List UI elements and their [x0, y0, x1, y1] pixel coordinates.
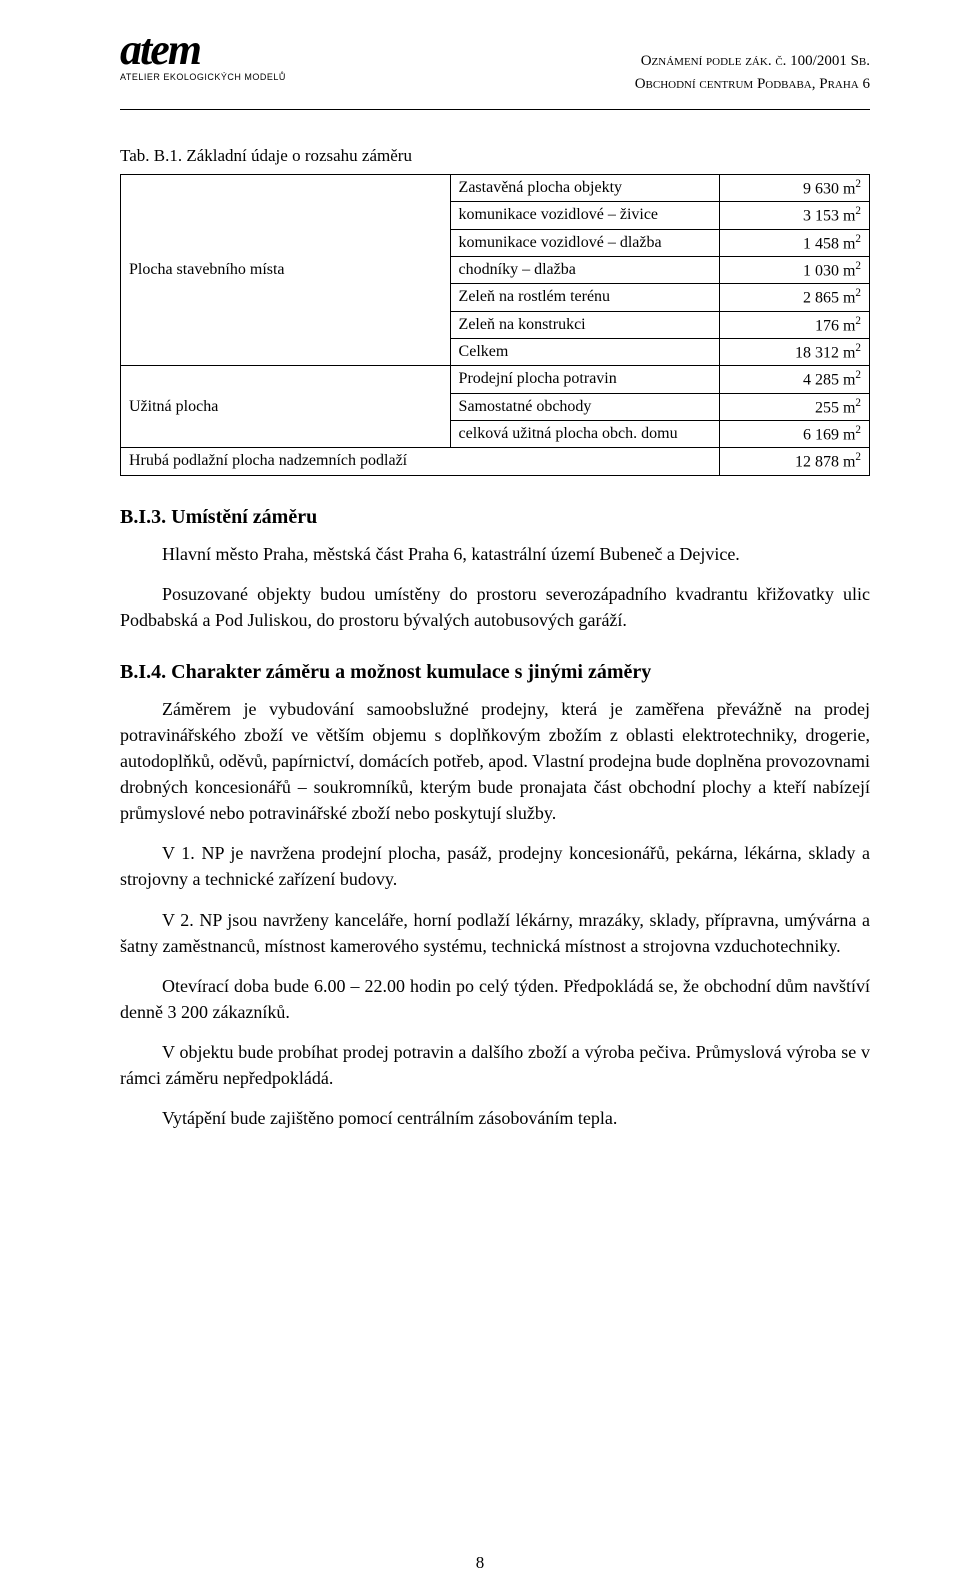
table-mid-cell: Celkem	[450, 338, 720, 365]
table-value-cell: 1 458 m2	[720, 229, 870, 256]
section-b13-p2: Posuzované objekty budou umístěny do pro…	[120, 581, 870, 633]
table-footer-label: Hrubá podlažní plocha nadzemních podlaží	[121, 448, 720, 475]
section-b14-title: B.I.4. Charakter záměru a možnost kumula…	[120, 661, 870, 684]
table-mid-cell: chodníky – dlažba	[450, 256, 720, 283]
table-caption: Tab. B.1. Základní údaje o rozsahu záměr…	[120, 146, 870, 166]
section-b14-p3: V 2. NP jsou navrženy kanceláře, horní p…	[120, 907, 870, 959]
header-line-1: Oznámení podle zák. č. 100/2001 Sb.	[635, 50, 870, 73]
logo-text: atem	[120, 30, 290, 70]
table-footer-row: Hrubá podlažní plocha nadzemních podlaží…	[121, 448, 870, 475]
table-mid-cell: komunikace vozidlové – dlažba	[450, 229, 720, 256]
table-mid-cell: Zastavěná plocha objekty	[450, 175, 720, 202]
section-b13-title: B.I.3. Umístění záměru	[120, 506, 870, 529]
logo-subtitle: ATELIER EKOLOGICKÝCH MODELŮ	[120, 72, 290, 82]
table-value-cell: 255 m2	[720, 393, 870, 420]
section-b14-p1: Záměrem je vybudování samoobslužné prode…	[120, 696, 870, 826]
table-value-cell: 12 878 m2	[720, 448, 870, 475]
table-value-cell: 18 312 m2	[720, 338, 870, 365]
section-b14-p2: V 1. NP je navržena prodejní plocha, pas…	[120, 840, 870, 892]
page: atem ATELIER EKOLOGICKÝCH MODELŮ Oznámen…	[0, 0, 960, 1593]
table-mid-cell: Samostatné obchody	[450, 393, 720, 420]
section-b14-p6: Vytápění bude zajištěno pomocí centrální…	[120, 1105, 870, 1131]
section-b14-p5: V objektu bude probíhat prodej potravin …	[120, 1039, 870, 1091]
table-row: Plocha stavebního místaZastavěná plocha …	[121, 175, 870, 202]
table-row: Užitná plochaProdejní plocha potravin4 2…	[121, 366, 870, 393]
table-group-label: Užitná plocha	[121, 366, 451, 448]
table-value-cell: 176 m2	[720, 311, 870, 338]
logo: atem ATELIER EKOLOGICKÝCH MODELŮ	[120, 30, 290, 82]
table-value-cell: 6 169 m2	[720, 420, 870, 447]
header-line-2: Obchodní centrum Podbaba, Praha 6	[635, 73, 870, 96]
table-value-cell: 9 630 m2	[720, 175, 870, 202]
table-mid-cell: Prodejní plocha potravin	[450, 366, 720, 393]
table-group-label: Plocha stavebního místa	[121, 175, 451, 366]
header-right: Oznámení podle zák. č. 100/2001 Sb. Obch…	[635, 50, 870, 95]
table-mid-cell: Zeleň na konstrukci	[450, 311, 720, 338]
table-value-cell: 4 285 m2	[720, 366, 870, 393]
table-mid-cell: celková užitná plocha obch. domu	[450, 420, 720, 447]
table-mid-cell: komunikace vozidlové – živice	[450, 202, 720, 229]
section-b13-p1: Hlavní město Praha, městská část Praha 6…	[120, 541, 870, 567]
section-b14-p4: Otevírací doba bude 6.00 – 22.00 hodin p…	[120, 973, 870, 1025]
page-number: 8	[0, 1553, 960, 1573]
table-mid-cell: Zeleň na rostlém terénu	[450, 284, 720, 311]
table-value-cell: 2 865 m2	[720, 284, 870, 311]
page-header: atem ATELIER EKOLOGICKÝCH MODELŮ Oznámen…	[120, 40, 870, 110]
data-table: Plocha stavebního místaZastavěná plocha …	[120, 174, 870, 476]
table-value-cell: 1 030 m2	[720, 256, 870, 283]
table-value-cell: 3 153 m2	[720, 202, 870, 229]
